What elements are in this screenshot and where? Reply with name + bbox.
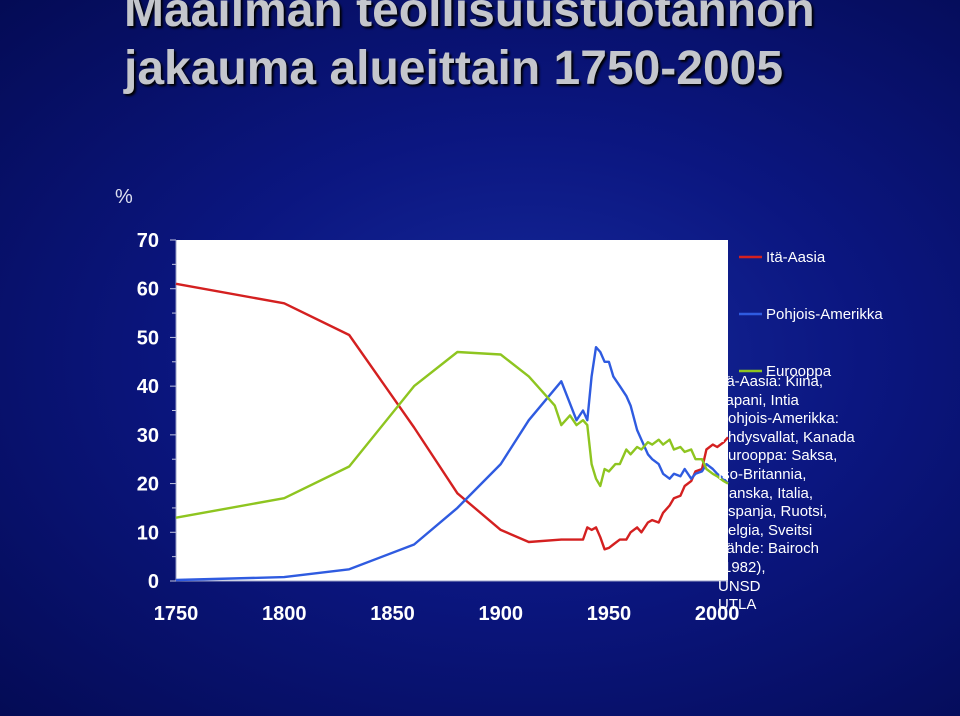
chart-note-line: (1982), [718,558,766,576]
chart-note-line: UTLA [718,596,757,614]
y-tick-label: 10 [137,522,159,544]
series-line-ita-aasia [175,282,729,551]
chart-note-line: Espanja, Ruotsi, [718,503,828,521]
series-line-pohjois-amerikka [175,346,729,582]
legend-label-ita-aasia: Itä-Aasia [766,249,826,266]
series-line-eurooppa [175,350,729,519]
chart-note-line: Pohjois-Amerikka: [718,410,839,428]
x-tick-label: 1950 [587,603,632,625]
legend-label-pohjois-amerikka: Pohjois-Amerikka [766,306,883,323]
x-tick-label: 2000 [695,603,740,625]
y-tick-label: 30 [137,425,159,447]
y-tick-label: 0 [148,571,159,593]
chart-note-line: Yhdysvallat, Kanada [718,428,855,446]
legend-label-eurooppa: Eurooppa [766,363,832,380]
chart-note-line: Belgia, Sveitsi [718,521,813,539]
chart-note-line: Iso-Britannia, [718,465,807,483]
y-tick-label: 20 [137,474,159,496]
y-tick-label: 50 [137,327,159,349]
x-tick-label: 1850 [370,603,415,625]
y-tick-label: 70 [137,230,159,252]
chart-note-line: Lähde: Bairoch [718,540,819,558]
x-tick-label: 1900 [478,603,523,625]
x-tick-label: 1750 [154,603,199,625]
chart-note-line: Ranska, Italia, [718,484,814,502]
chart-note-line: UNSD [718,577,761,595]
x-tick-label: 1800 [262,603,307,625]
chart-note-line: Eurooppa: Saksa, [718,447,838,465]
slide-title: Maailman teollisuustuotannon jakauma alu… [124,0,815,95]
plot-area [176,240,728,581]
y-tick-label: 60 [137,279,159,301]
chart-note: Itä-Aasia: Kiina, Japani, Intia Pohjois-Am… [718,373,898,623]
y-axis-unit-label: % [115,186,133,208]
chart-note-line: Itä-Aasia: Kiina, [718,373,824,390]
y-tick-label: 40 [137,376,159,398]
chart-note-line: Japani, Intia [718,391,799,409]
